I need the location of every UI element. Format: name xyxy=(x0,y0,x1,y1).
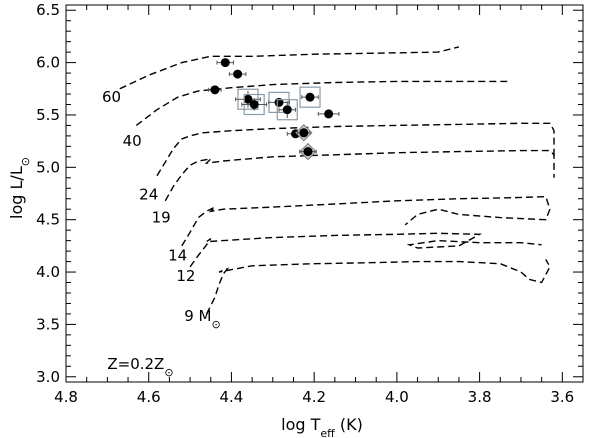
y-tick-label: 3.0 xyxy=(36,368,60,386)
x-axis-title: log Teff (K) xyxy=(281,415,363,438)
star-point-7 xyxy=(276,99,298,121)
y-tick-label: 5.0 xyxy=(36,158,60,176)
x-tick-label: 4.6 xyxy=(137,388,161,406)
track-12-msun xyxy=(189,232,542,268)
star-dot xyxy=(210,85,220,95)
track-19-msun xyxy=(164,149,555,202)
star-dot xyxy=(243,94,253,104)
metallicity-annotation: Z=0.2Z⊙ xyxy=(107,355,173,379)
x-tick-label: 4.0 xyxy=(385,388,409,406)
track-60-msun xyxy=(119,46,460,90)
star-dot xyxy=(324,109,334,119)
star-point-5 xyxy=(241,93,268,116)
y-tick-label: 6.5 xyxy=(36,1,60,19)
track-label-60: 60 xyxy=(102,88,121,106)
y-tick-label: 4.5 xyxy=(36,211,60,229)
track-label-9: 9 M⊙ xyxy=(184,307,220,331)
x-tick-label: 3.6 xyxy=(550,388,574,406)
x-tick-label: 4.8 xyxy=(54,388,78,406)
box-marker xyxy=(299,86,321,108)
track-label-12: 12 xyxy=(176,267,195,285)
track-label-40: 40 xyxy=(123,132,142,150)
track-label-19: 19 xyxy=(152,209,171,227)
track-24-msun xyxy=(156,122,555,177)
star-point-1 xyxy=(216,58,235,68)
plot-frame xyxy=(65,4,584,383)
star-dot xyxy=(282,105,292,115)
track-40-msun xyxy=(135,80,509,126)
y-tick-label: 3.5 xyxy=(36,315,60,333)
y-tick-label: 5.5 xyxy=(36,106,60,124)
star-dot xyxy=(299,128,309,138)
x-tick-label: 3.8 xyxy=(468,388,492,406)
star-point-4 xyxy=(235,88,261,110)
track-9-msun xyxy=(205,259,551,315)
x-tick-label: 4.2 xyxy=(302,388,326,406)
star-point-2 xyxy=(228,69,247,79)
star-dot xyxy=(233,69,243,79)
star-dot xyxy=(220,58,230,68)
star-dot xyxy=(305,92,315,102)
track-label-24: 24 xyxy=(139,186,158,204)
star-point-11 xyxy=(295,124,313,142)
star-point-9 xyxy=(317,109,340,119)
x-tick-label: 4.4 xyxy=(220,388,244,406)
y-tick-label: 4.0 xyxy=(36,263,60,281)
star-point-3 xyxy=(208,85,222,95)
star-point-8 xyxy=(299,86,321,108)
star-dot xyxy=(249,99,259,109)
track-label-14: 14 xyxy=(168,246,187,264)
y-tick-label: 6.0 xyxy=(36,54,60,72)
box-marker xyxy=(276,99,298,121)
track-14-msun xyxy=(181,195,551,247)
star-dot xyxy=(303,147,313,157)
star-point-12 xyxy=(299,142,317,161)
y-axis-title: log L/L⊙ xyxy=(7,157,32,219)
